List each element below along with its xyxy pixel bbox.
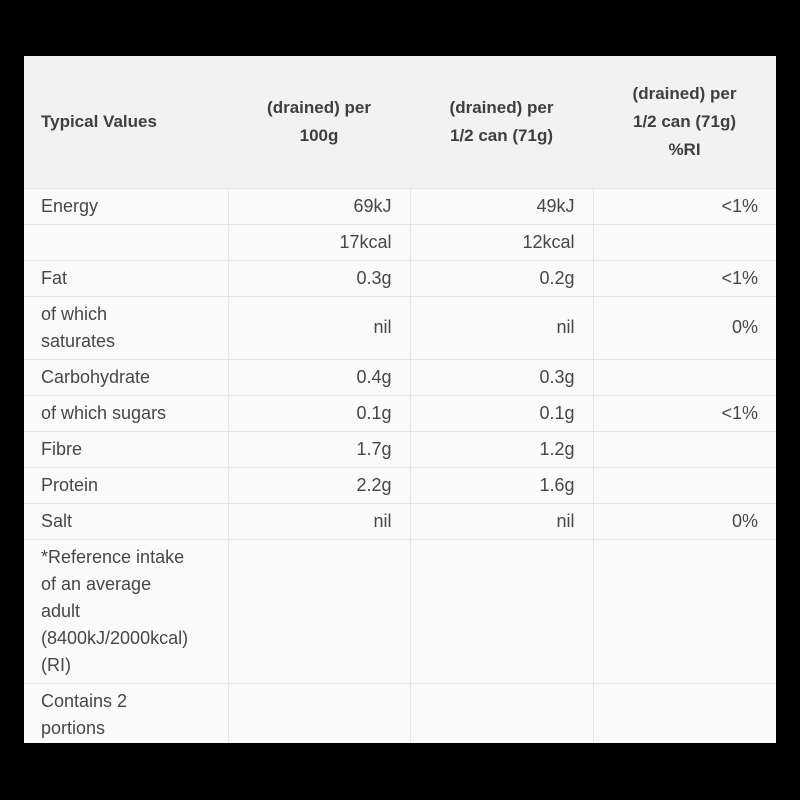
column-header-per-100g: (drained) per 100g xyxy=(228,56,410,188)
percent-ri-value-cell: 0% xyxy=(592,295,776,359)
percent-ri-value-cell: <1% xyxy=(592,187,776,224)
table-body: Energy 69kJ 49kJ <1% 17kcal 12kcal Fat 0… xyxy=(24,187,776,743)
table-row: of which sugars 0.1g 0.1g <1% xyxy=(24,394,776,431)
table-row: of which saturates nil nil 0% xyxy=(24,295,776,359)
nutrition-table-card: Typical Values (drained) per 100g (drain… xyxy=(24,56,776,743)
table-row: Energy 69kJ 49kJ <1% xyxy=(24,187,776,224)
per-half-can-value-cell: 49kJ xyxy=(409,187,593,224)
nutrient-name-cell: Fat xyxy=(24,259,228,296)
per-half-can-value-cell: 0.1g xyxy=(409,394,593,431)
per-100g-value-cell: 1.7g xyxy=(227,430,410,467)
table-row: Salt nil nil 0% xyxy=(24,502,776,539)
nutrient-name-cell: Salt xyxy=(24,502,228,539)
table-row: Protein 2.2g 1.6g xyxy=(24,466,776,503)
per-half-can-value-cell: 0.2g xyxy=(409,259,593,296)
per-half-can-value-cell: 1.2g xyxy=(409,430,593,467)
per-100g-value-cell xyxy=(227,538,410,683)
per-100g-value-cell: 0.4g xyxy=(227,358,410,395)
table-row: Contains 2 portions xyxy=(24,682,776,743)
nutrient-name-cell: Fibre xyxy=(24,430,228,467)
per-half-can-value-cell: nil xyxy=(409,295,593,359)
column-header-typical-values: Typical Values xyxy=(24,56,228,188)
header-row: Typical Values (drained) per 100g (drain… xyxy=(24,56,776,188)
percent-ri-value-cell xyxy=(592,682,776,743)
per-half-can-value-cell: 12kcal xyxy=(409,223,593,260)
per-half-can-value-cell: 1.6g xyxy=(409,466,593,503)
nutrient-name-cell xyxy=(24,223,228,260)
nutrient-name-cell: Protein xyxy=(24,466,228,503)
per-half-can-value-cell: nil xyxy=(409,502,593,539)
percent-ri-value-cell: <1% xyxy=(592,259,776,296)
per-100g-value-cell: 17kcal xyxy=(227,223,410,260)
per-100g-value-cell: 0.3g xyxy=(227,259,410,296)
per-100g-value-cell: 0.1g xyxy=(227,394,410,431)
table-row: Fibre 1.7g 1.2g xyxy=(24,430,776,467)
table-row: Fat 0.3g 0.2g <1% xyxy=(24,259,776,296)
per-100g-value-cell: nil xyxy=(227,502,410,539)
per-half-can-value-cell: 0.3g xyxy=(409,358,593,395)
per-100g-value-cell xyxy=(227,682,410,743)
per-100g-value-cell: nil xyxy=(227,295,410,359)
nutrient-name-cell: Contains 2 portions xyxy=(24,682,228,743)
nutrient-name-cell: Carbohydrate xyxy=(24,358,228,395)
table-row: *Reference intake of an average adult (8… xyxy=(24,538,776,683)
percent-ri-value-cell xyxy=(592,358,776,395)
percent-ri-value-cell xyxy=(592,430,776,467)
percent-ri-value-cell xyxy=(592,223,776,260)
nutrient-name-cell: *Reference intake of an average adult (8… xyxy=(24,538,228,683)
percent-ri-value-cell xyxy=(592,538,776,683)
per-100g-value-cell: 69kJ xyxy=(227,187,410,224)
percent-ri-value-cell: <1% xyxy=(592,394,776,431)
nutrient-name-cell: of which saturates xyxy=(24,295,228,359)
table-header: Typical Values (drained) per 100g (drain… xyxy=(24,56,776,188)
nutrition-table: Typical Values (drained) per 100g (drain… xyxy=(24,56,776,743)
per-100g-value-cell: 2.2g xyxy=(227,466,410,503)
percent-ri-value-cell xyxy=(592,466,776,503)
column-header-percent-ri: (drained) per 1/2 can (71g) %RI xyxy=(593,56,776,188)
nutrient-name-cell: Energy xyxy=(24,187,228,224)
column-header-per-half-can: (drained) per 1/2 can (71g) xyxy=(410,56,593,188)
table-row: 17kcal 12kcal xyxy=(24,223,776,260)
nutrient-name-cell: of which sugars xyxy=(24,394,228,431)
per-half-can-value-cell xyxy=(409,538,593,683)
percent-ri-value-cell: 0% xyxy=(592,502,776,539)
per-half-can-value-cell xyxy=(409,682,593,743)
table-row: Carbohydrate 0.4g 0.3g xyxy=(24,358,776,395)
